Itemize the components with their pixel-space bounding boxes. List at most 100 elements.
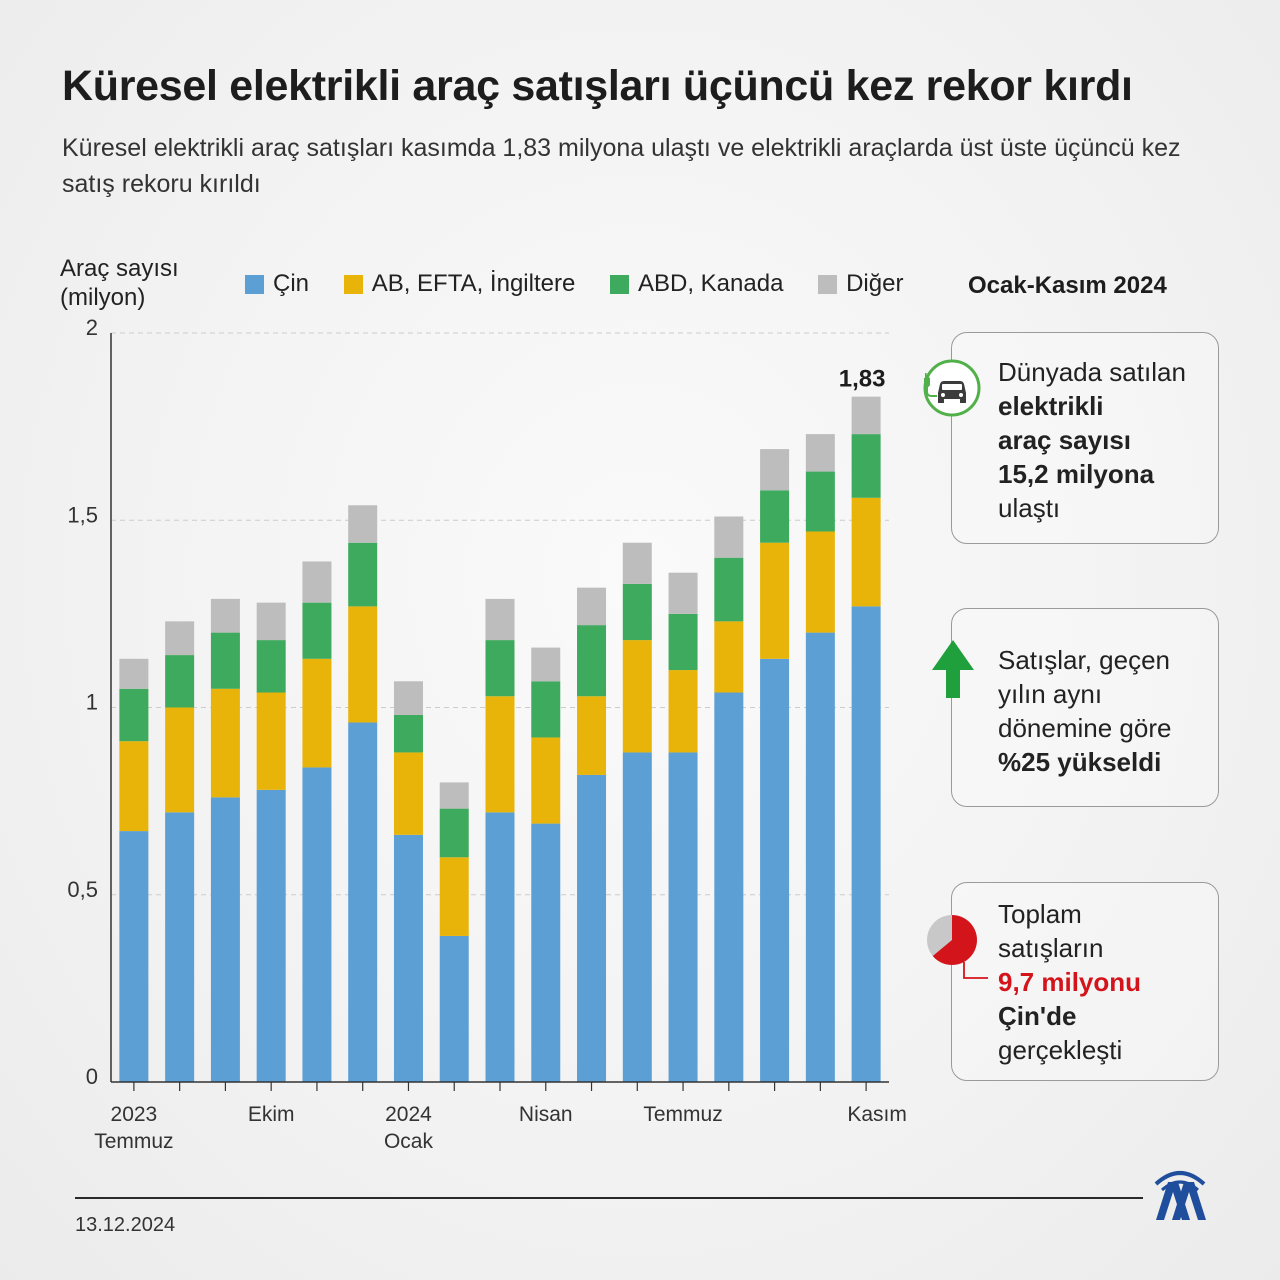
card1-line1: Dünyada satılan — [998, 357, 1186, 387]
bar-0-1 — [165, 812, 195, 1082]
bar-0-4 — [302, 767, 332, 1082]
legend-label-eu: AB, EFTA, İngiltere — [371, 270, 576, 297]
bar-0-10 — [577, 774, 607, 1082]
bar-2-0 — [119, 688, 149, 742]
page-title: Küresel elektrikli araç satışları üçüncü… — [62, 62, 1133, 110]
bar-2-13 — [714, 557, 744, 622]
y-tick-label-1: 0,5 — [67, 877, 98, 902]
x-tick-label-3: Nisan — [519, 1103, 573, 1126]
x-tick-label-5: Kasım — [847, 1103, 907, 1126]
pie-chart-icon — [927, 915, 988, 979]
stat-card-growth-text: Satışlar, geçen yılın aynı dönemine göre… — [998, 643, 1171, 779]
legend-item-other: Diğer — [818, 270, 903, 298]
bar-1-5 — [348, 606, 378, 723]
bar-0-5 — [348, 722, 378, 1082]
chart-legend: Çin AB, EFTA, İngiltere ABD, Kanada Diğe… — [245, 270, 931, 301]
bar-3-12 — [668, 572, 698, 614]
bar-0-14 — [760, 658, 790, 1082]
bar-1-16 — [851, 497, 881, 607]
bar-2-15 — [805, 471, 835, 532]
bar-3-1 — [165, 621, 195, 656]
bar-3-2 — [210, 598, 240, 633]
bar-0-15 — [805, 632, 835, 1082]
x-tick-label-0: 2023 — [111, 1103, 158, 1126]
bar-3-11 — [622, 542, 652, 584]
bar-0-7 — [439, 935, 469, 1082]
x-tick-sublabel-0: Temmuz — [94, 1130, 173, 1153]
bar-2-9 — [531, 681, 561, 738]
bar-1-12 — [668, 670, 698, 753]
card3-line1: Toplam — [998, 899, 1082, 929]
y-tick-label-2: 1 — [86, 690, 98, 715]
bar-3-16 — [851, 396, 881, 435]
stat-card-china-share: Toplam satışların 9,7 milyonu Çin'de ger… — [951, 882, 1219, 1081]
legend-label-china: Çin — [273, 270, 310, 297]
bar-3-15 — [805, 434, 835, 472]
bar-2-2 — [210, 632, 240, 689]
legend-item-china: Çin — [245, 270, 309, 298]
bar-2-3 — [256, 640, 286, 693]
legend-swatch-china — [245, 274, 264, 294]
bar-3-4 — [302, 561, 332, 603]
bar-2-16 — [851, 434, 881, 498]
bar-0-2 — [210, 797, 240, 1082]
card2-line3: dönemine göre — [998, 713, 1172, 743]
bar-3-13 — [714, 516, 744, 558]
bar-3-7 — [439, 782, 469, 809]
card3-line3: 9,7 milyonu — [998, 967, 1142, 997]
card3-line2: satışların — [998, 933, 1104, 963]
bar-3-14 — [760, 449, 790, 491]
bar-2-8 — [485, 640, 515, 697]
bar-1-7 — [439, 857, 469, 936]
stat-card-total-sales-text: Dünyada satılan elektrikli araç sayısı 1… — [998, 355, 1186, 525]
bar-1-8 — [485, 696, 515, 813]
card3-line4: Çin'de — [998, 1001, 1077, 1031]
legend-item-eu: AB, EFTA, İngiltere — [343, 270, 576, 298]
stat-card-growth: Satışlar, geçen yılın aynı dönemine göre… — [951, 608, 1219, 807]
legend-swatch-us — [609, 274, 629, 294]
x-tick-label-1: Ekim — [248, 1103, 295, 1126]
pie-slice-china — [932, 915, 977, 965]
bar-3-8 — [485, 598, 515, 641]
bar-2-4 — [302, 602, 332, 659]
bar-1-13 — [714, 621, 744, 693]
page-subtitle: Küresel elektrikli araç satışları kasımd… — [62, 134, 1181, 198]
legend-label-us: ABD, Kanada — [637, 270, 784, 297]
legend-item-us: ABD, Kanada — [609, 270, 784, 298]
electric-car-icon — [923, 359, 981, 417]
bar-2-7 — [439, 808, 469, 858]
bar-0-0 — [119, 831, 149, 1082]
bar-0-13 — [714, 692, 744, 1082]
y-axis-label: Araç sayısı (milyon) — [60, 254, 179, 312]
bar-0-8 — [485, 812, 515, 1082]
card2-line4: %25 yükseldi — [998, 747, 1162, 777]
bar-2-10 — [577, 625, 607, 697]
y-axis-label-line1: Araç sayısı — [60, 255, 179, 282]
bar-3-3 — [256, 602, 286, 641]
x-tick-label-4: Temmuz — [643, 1103, 722, 1126]
bar-3-0 — [119, 658, 149, 689]
footer-divider — [75, 1197, 1143, 1199]
bar-3-9 — [531, 647, 561, 682]
bar-0-11 — [622, 752, 652, 1082]
aa-logo-icon — [1154, 1171, 1206, 1220]
bar-2-12 — [668, 613, 698, 671]
arrow-up-icon — [932, 640, 974, 698]
bar-1-14 — [760, 542, 790, 659]
bar-1-1 — [165, 707, 195, 813]
card2-line2: yılın aynı — [998, 679, 1103, 709]
y-tick-label-4: 2 — [86, 315, 98, 340]
bar-2-1 — [165, 655, 195, 708]
legend-swatch-other — [818, 274, 838, 294]
card1-line5: ulaştı — [998, 493, 1061, 523]
stat-card-china-share-text: Toplam satışların 9,7 milyonu Çin'de ger… — [998, 897, 1141, 1067]
y-axis-label-line2: (milyon) — [60, 284, 146, 311]
bar-1-0 — [119, 741, 149, 832]
bar-1-9 — [531, 737, 561, 824]
bar-0-6 — [393, 834, 423, 1082]
bar-total-label: 1,83 — [839, 366, 886, 393]
bar-2-6 — [393, 714, 423, 753]
bar-1-10 — [577, 696, 607, 775]
x-tick-sublabel-2: Ocak — [384, 1130, 434, 1153]
bar-1-3 — [256, 692, 286, 790]
